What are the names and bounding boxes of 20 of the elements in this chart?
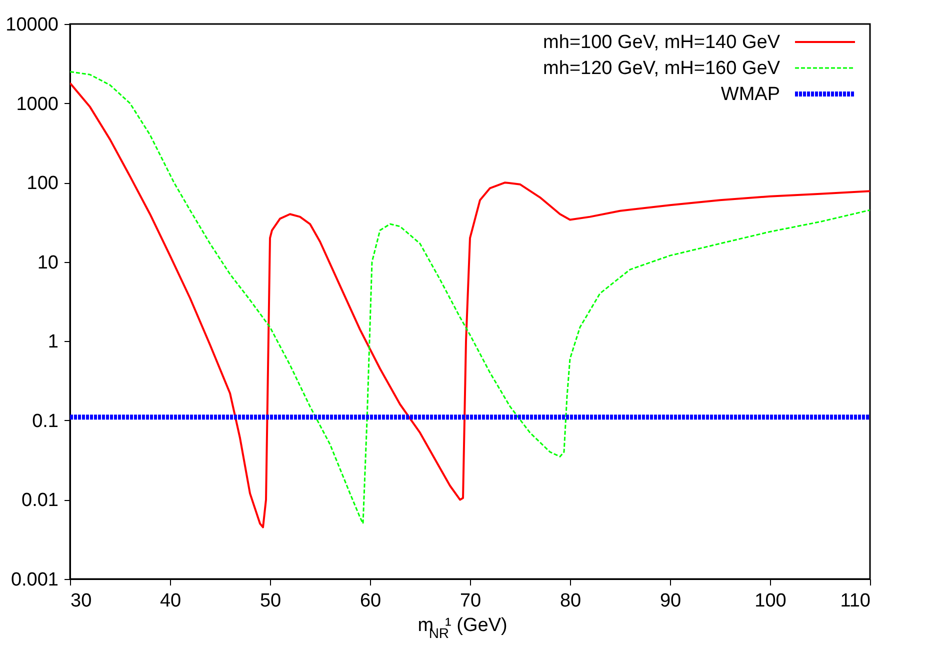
x-tick-label: 30 [70,590,92,612]
x-tick-label: 40 [160,590,182,612]
legend-label: WMAP [720,84,780,105]
x-tick-label: 50 [260,590,282,612]
x-tick-label: 90 [660,590,682,612]
x-tick-label: 110 [840,590,870,612]
legend-label: mh=120 GeV, mH=160 GeV [543,58,780,79]
y-tick-label: 0.1 [32,410,58,432]
y-tick-label: 1000 [16,94,58,115]
y-tick-label: 0.001 [10,570,58,590]
y-tick-label: 0.01 [22,490,58,512]
x-tick-label: 70 [460,590,482,612]
y-tick-label: 10 [37,252,58,274]
y-tick-label: 10000 [6,14,58,36]
x-tick-label: 80 [560,590,582,612]
x-tick-label: 100 [754,590,786,612]
x-tick-label: 60 [360,590,382,612]
y-tick-label: 100 [26,173,58,194]
legend-label: mh=100 GeV, mH=140 GeV [543,32,780,53]
y-tick-label: 1 [48,332,58,353]
